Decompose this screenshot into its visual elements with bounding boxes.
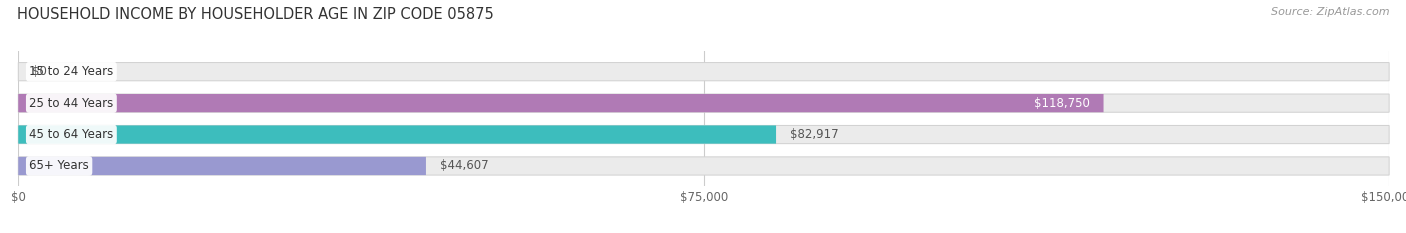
Text: $82,917: $82,917 xyxy=(790,128,838,141)
Text: 25 to 44 Years: 25 to 44 Years xyxy=(30,97,114,110)
FancyBboxPatch shape xyxy=(18,94,1104,112)
FancyBboxPatch shape xyxy=(18,125,1389,144)
Text: 45 to 64 Years: 45 to 64 Years xyxy=(30,128,114,141)
Text: 15 to 24 Years: 15 to 24 Years xyxy=(30,65,114,78)
FancyBboxPatch shape xyxy=(18,157,426,175)
FancyBboxPatch shape xyxy=(18,125,776,144)
Text: HOUSEHOLD INCOME BY HOUSEHOLDER AGE IN ZIP CODE 05875: HOUSEHOLD INCOME BY HOUSEHOLDER AGE IN Z… xyxy=(17,7,494,22)
FancyBboxPatch shape xyxy=(18,63,1389,81)
Text: Source: ZipAtlas.com: Source: ZipAtlas.com xyxy=(1271,7,1389,17)
Text: 65+ Years: 65+ Years xyxy=(30,159,89,172)
FancyBboxPatch shape xyxy=(18,157,1389,175)
Text: $44,607: $44,607 xyxy=(440,159,488,172)
FancyBboxPatch shape xyxy=(18,94,1389,112)
Text: $118,750: $118,750 xyxy=(1033,97,1090,110)
Text: $0: $0 xyxy=(32,65,46,78)
